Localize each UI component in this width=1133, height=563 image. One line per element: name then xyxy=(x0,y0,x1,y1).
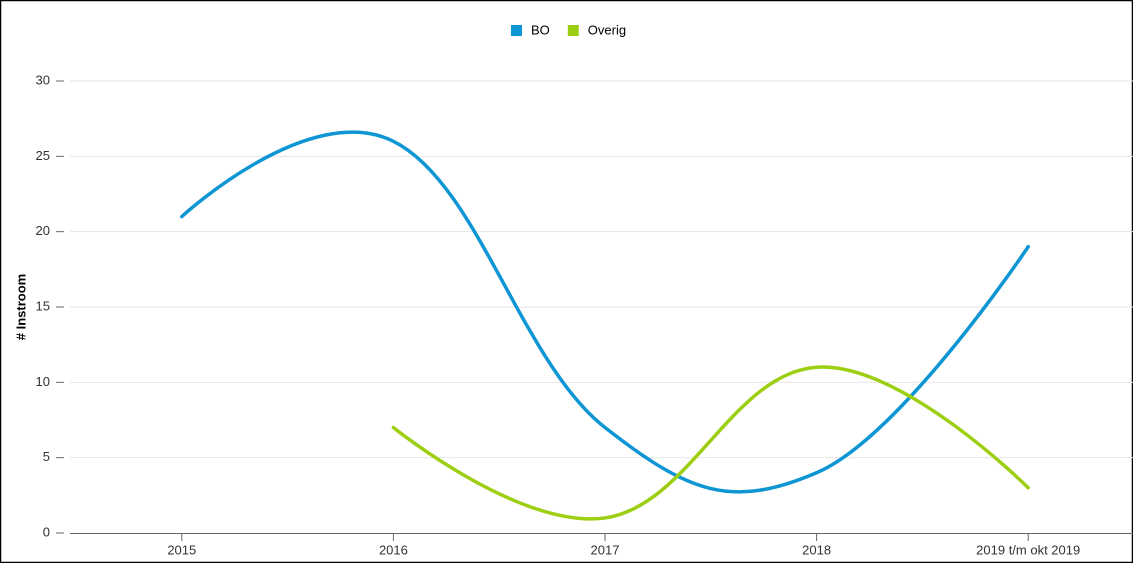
legend-swatch xyxy=(567,25,579,36)
legend-swatch xyxy=(511,25,522,36)
x-tick-label: 2017 xyxy=(591,542,620,557)
y-tick-label: 20 xyxy=(36,223,50,238)
x-tick-label: 2016 xyxy=(379,542,408,557)
series-line xyxy=(180,130,1030,494)
x-tick-label: 2015 xyxy=(167,542,196,557)
legend-label: Overig xyxy=(588,22,626,37)
y-axis-label: # Instroom xyxy=(13,274,28,340)
y-tick-label: 15 xyxy=(36,298,50,313)
legend-label: BO xyxy=(531,22,550,37)
y-tick-label: 25 xyxy=(36,148,50,163)
y-tick-label: 10 xyxy=(36,374,50,389)
y-tick-label: 30 xyxy=(36,72,50,87)
series-line xyxy=(391,365,1030,521)
y-tick-label: 5 xyxy=(43,449,50,464)
x-tick-label: 2019 t/m okt 2019 xyxy=(976,542,1080,557)
x-tick-label: 2018 xyxy=(802,542,831,557)
y-tick-label: 0 xyxy=(43,524,50,539)
